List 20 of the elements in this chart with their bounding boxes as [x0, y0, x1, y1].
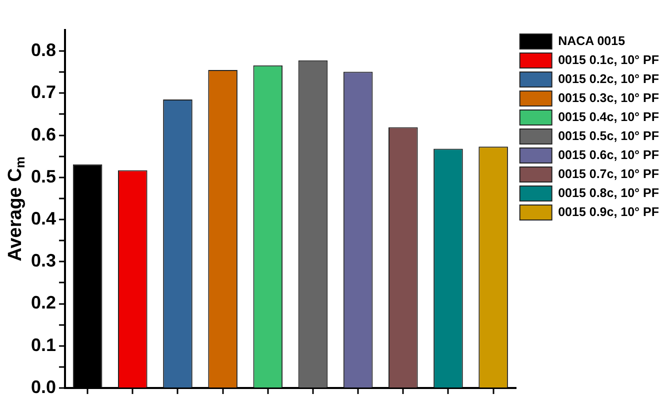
- y-tick-label: 0.0: [30, 376, 56, 397]
- y-tick-label: 0.8: [30, 40, 56, 60]
- y-tick-label: 0.6: [30, 124, 56, 144]
- y-tick-label: 0.4: [30, 208, 56, 228]
- legend-label: 0015 0.5c, 10° PF: [558, 128, 660, 143]
- y-tick-label: 0.7: [30, 82, 56, 102]
- legend-label: 0015 0.6c, 10° PF: [558, 148, 660, 162]
- legend-label: 0015 0.4c, 10° PF: [558, 110, 660, 124]
- y-tick-label: 0.3: [30, 250, 56, 271]
- legend-label: 0015 0.1c, 10° PF: [558, 52, 660, 67]
- legend-label: 0015 0.7c, 10° PF: [558, 166, 660, 181]
- legend-label: 0015 0.9c, 10° PF: [558, 204, 660, 219]
- y-tick-label: 0.2: [30, 292, 56, 313]
- y-tick-label: 0.5: [30, 166, 56, 186]
- legend-label: 0015 0.8c, 10° PF: [558, 186, 660, 200]
- y-tick-label: 0.1: [30, 334, 56, 355]
- legend-label: NACA 0015: [558, 34, 626, 48]
- y-axis-title: Average Cm: [5, 156, 28, 262]
- legend-label: 0015 0.3c, 10° PF: [558, 90, 660, 105]
- legend-label: 0015 0.2c, 10° PF: [558, 72, 660, 86]
